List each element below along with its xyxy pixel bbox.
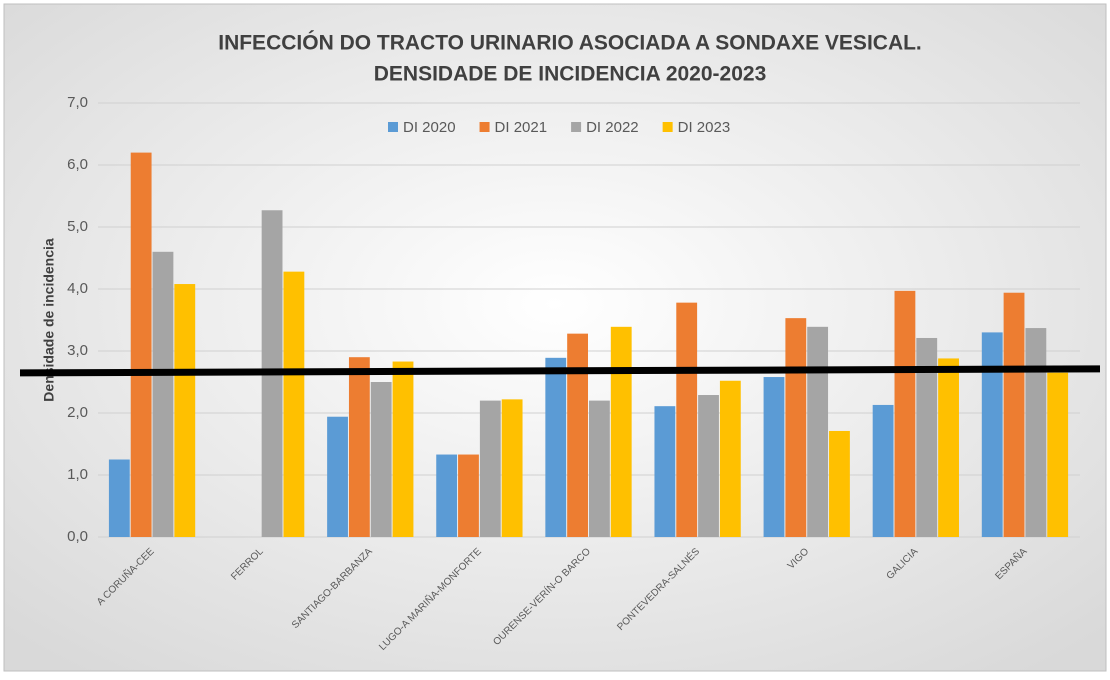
bar xyxy=(872,404,894,537)
bar xyxy=(370,382,392,537)
legend-label: DI 2021 xyxy=(495,119,548,136)
bar xyxy=(610,326,632,537)
bar xyxy=(763,377,785,537)
bar xyxy=(567,333,588,537)
chart-title: DENSIDADE DE INCIDENCIA 2020-2023 xyxy=(374,63,767,86)
y-tick-label: 3,0 xyxy=(67,342,88,359)
bar xyxy=(174,284,196,537)
bar xyxy=(152,251,174,538)
bar xyxy=(916,337,938,537)
bar xyxy=(719,380,741,537)
legend-label: DI 2023 xyxy=(678,119,731,136)
legend-label: DI 2020 xyxy=(403,119,456,136)
bar xyxy=(1003,292,1025,537)
y-tick-label: 7,0 xyxy=(67,94,88,111)
legend-swatch xyxy=(479,122,490,132)
legend-swatch xyxy=(571,122,582,132)
y-tick-label: 0,0 xyxy=(67,528,88,545)
legend-label: DI 2022 xyxy=(586,119,639,136)
bar xyxy=(589,400,610,537)
bar xyxy=(283,271,305,537)
bar xyxy=(676,302,698,537)
y-tick-label: 1,0 xyxy=(67,466,88,483)
bar xyxy=(807,326,829,537)
bar xyxy=(392,361,414,537)
y-tick-label: 5,0 xyxy=(67,218,88,235)
bar xyxy=(894,290,916,537)
bar xyxy=(981,332,1003,537)
bar xyxy=(108,459,130,537)
legend-swatch xyxy=(662,122,673,132)
reference-line xyxy=(19,365,1101,377)
bar xyxy=(130,152,152,537)
bar xyxy=(785,318,807,537)
bar xyxy=(458,454,479,537)
bar xyxy=(348,357,370,537)
bar xyxy=(938,358,959,537)
legend-swatch xyxy=(388,122,398,132)
y-axis-label: Densidade de incidencia xyxy=(41,238,57,402)
bar xyxy=(479,400,501,537)
bar xyxy=(1047,372,1069,537)
bar xyxy=(327,416,348,537)
y-tick-label: 2,0 xyxy=(67,404,88,421)
bar xyxy=(545,357,567,537)
y-tick-label: 6,0 xyxy=(67,156,88,173)
chart-title: INFECCIÓN DO TRACTO URINARIO ASOCIADA A … xyxy=(218,31,922,55)
bar xyxy=(501,399,523,537)
bar xyxy=(436,454,458,537)
bar xyxy=(829,430,850,537)
bar xyxy=(654,406,676,537)
bar xyxy=(698,395,719,537)
y-tick-label: 4,0 xyxy=(67,280,88,297)
bar xyxy=(1025,328,1047,537)
